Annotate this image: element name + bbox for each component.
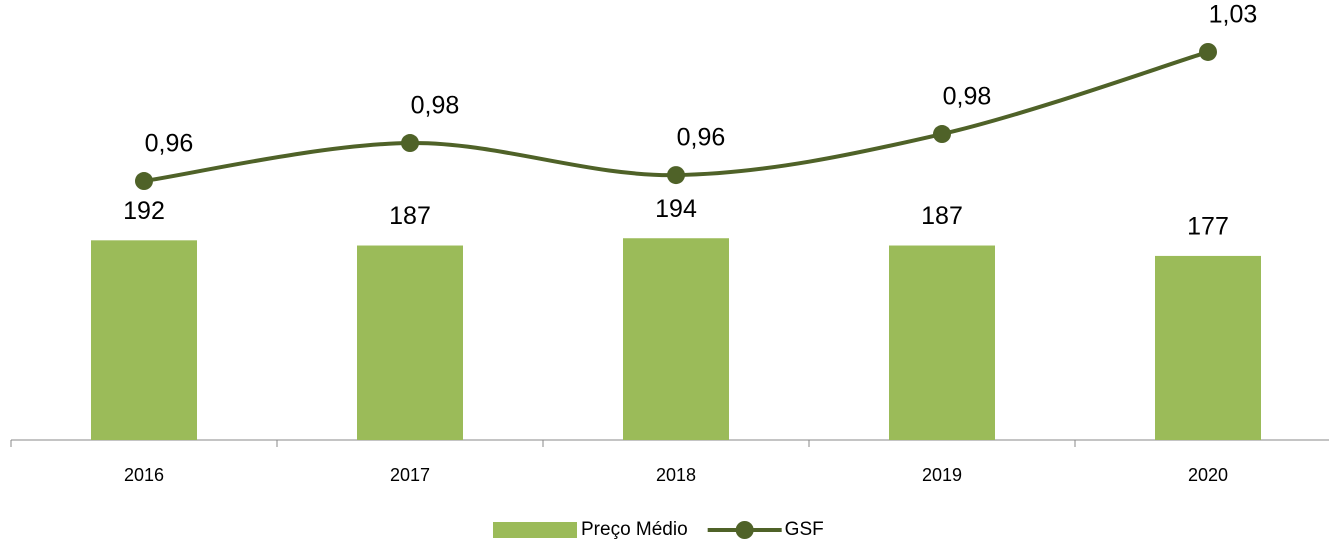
legend-label: GSF bbox=[785, 519, 824, 540]
data-label: 0,98 bbox=[411, 92, 460, 120]
bar bbox=[357, 245, 463, 440]
data-label: 187 bbox=[389, 202, 431, 230]
line-marker bbox=[667, 166, 685, 185]
x-tick-label: 2019 bbox=[922, 465, 962, 485]
data-label: 0,98 bbox=[943, 83, 992, 111]
bar bbox=[1155, 255, 1261, 440]
line-marker bbox=[933, 125, 951, 144]
legend-label: Preço Médio bbox=[581, 519, 688, 540]
x-tick-label: 2017 bbox=[390, 465, 430, 485]
line bbox=[143, 50, 1209, 183]
legend-swatch bbox=[493, 522, 577, 538]
x-tick-label: 2016 bbox=[124, 465, 164, 485]
data-label: 192 bbox=[123, 197, 165, 225]
data-label: 0,96 bbox=[677, 124, 726, 152]
bar bbox=[889, 245, 995, 440]
bar bbox=[91, 240, 197, 440]
data-label: 187 bbox=[921, 202, 963, 230]
data-label: 0,96 bbox=[145, 130, 194, 158]
line-marker bbox=[135, 172, 153, 191]
data-label: 194 bbox=[655, 195, 697, 223]
data-label: 1,03 bbox=[1209, 1, 1258, 29]
x-tick-label: 2018 bbox=[656, 465, 696, 485]
legend-marker bbox=[735, 521, 754, 539]
bar bbox=[623, 238, 729, 440]
line-marker bbox=[1199, 42, 1217, 61]
data-label: 177 bbox=[1187, 213, 1229, 241]
x-tick-label: 2020 bbox=[1188, 465, 1228, 485]
line-marker bbox=[401, 134, 419, 153]
